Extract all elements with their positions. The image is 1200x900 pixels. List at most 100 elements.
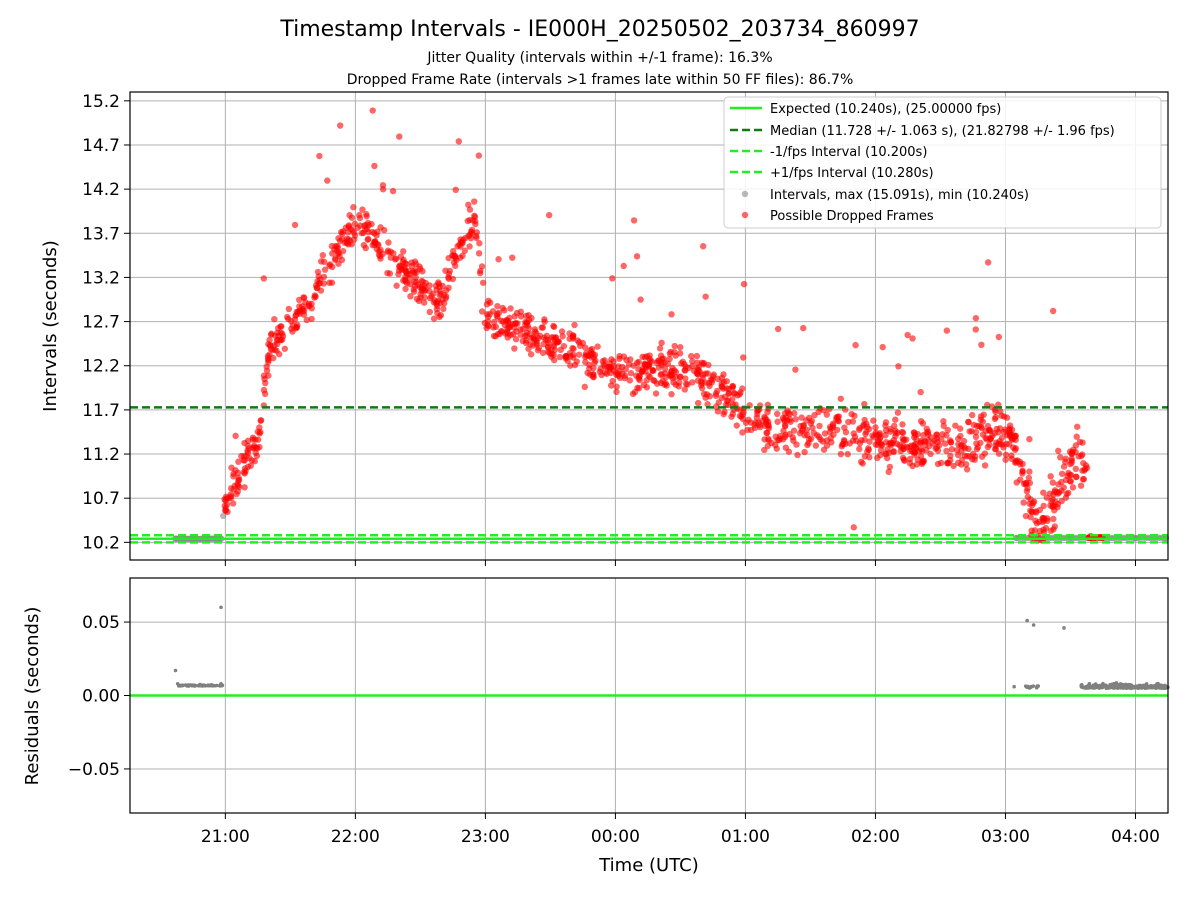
dropped-frame-point [466,206,474,213]
dropped-frame-point [863,428,870,436]
dropped-frame-point [430,315,438,322]
dropped-frame-point [271,315,278,323]
dropped-frame-point [490,332,498,340]
dropped-frame-point [481,319,489,327]
x-tick-label: 02:00 [851,827,900,847]
dropped-frame-point [1065,489,1072,497]
dropped-frame-point [490,324,497,331]
top-plot-frame [129,91,1169,561]
dropped-frame-point [969,450,977,458]
dropped-frame-point [391,256,399,263]
dropped-frame-point [314,268,322,276]
x-tick-label: 22:00 [331,827,380,847]
dropped-frame-point [467,234,475,242]
residual-point [1062,626,1066,630]
dropped-frame-point [235,458,242,465]
dropped-frame-point [1044,517,1051,524]
residual-point [175,681,180,686]
residual-point [219,681,223,686]
residual-point [1079,683,1084,688]
bottom-y-axis-label: Residuals (seconds) [22,607,43,786]
dropped-frame-point [917,440,924,447]
dropped-frame-point [712,390,720,397]
dropped-frame-point [379,182,387,189]
dropped-frame-point [451,253,459,260]
dropped-frame-point [849,437,857,444]
dropped-frame-point [900,456,908,463]
dropped-frame-point [720,410,727,418]
dropped-frame-point [545,211,553,219]
dropped-frame-point [968,411,976,419]
legend: Expected (10.240s), (25.00000 fps) Media… [723,96,1162,229]
dropped-frame-point [751,424,759,432]
dropped-frame-point [661,365,669,372]
dropped-frame-point [473,234,480,242]
top-y-axis-label: Intervals (seconds) [40,240,61,412]
dropped-frame-point [571,361,579,369]
residual-point [1108,682,1112,687]
top-y-tick-label: 12.7 [82,313,120,333]
dropped-frame-point [910,448,918,456]
dropped-frame-point [230,470,237,477]
dropped-frame-point [252,449,259,457]
dropped-frame-point [1026,468,1033,475]
dropped-frame-point [918,459,926,466]
dropped-frame-point [284,313,291,321]
dropped-frame-point [992,445,1000,453]
dropped-frame-point [385,239,392,246]
dropped-frame-point [944,426,951,434]
dropped-frame-point [420,299,428,306]
dropped-frame-point [704,370,711,377]
residual-point [1031,623,1036,627]
dropped-frame-point [466,243,473,250]
residual-point [1088,685,1093,690]
dropped-frame-point [781,433,789,441]
residual-point [1100,685,1105,690]
residual-point [191,683,195,688]
residual-point [1159,686,1164,690]
residual-point [1029,684,1034,689]
dropped-frame-point [439,282,446,290]
dropped-frame-point [608,356,615,363]
dropped-frame-point [654,357,662,364]
dropped-frame-point [1040,502,1047,510]
dropped-frame-point [426,282,433,289]
dropped-frame-point [293,323,300,331]
dropped-frame-point [522,318,529,326]
dropped-frame-point [877,452,884,459]
dropped-frame-point [633,253,641,260]
dropped-frame-point [988,403,996,410]
dropped-frame-point [371,162,378,170]
dropped-frame-point [1073,433,1080,440]
dropped-frame-point [454,243,461,250]
dropped-frame-point [812,442,820,449]
residual-point [1137,686,1141,690]
residual-point [1126,684,1130,689]
dropped-frame-point [1011,432,1019,439]
dropped-frame-point [826,428,834,436]
dropped-frame-point [609,275,616,282]
dropped-frame-point [886,463,894,471]
dropped-frame-point [699,243,707,250]
dropped-frame-point [1032,517,1039,524]
legend-label-median: Median (11.728 +/- 1.063 s), (21.82798 +… [770,124,1115,139]
dropped-frame-point [338,236,346,243]
dropped-frame-point [455,138,462,145]
dropped-frame-point [527,351,535,358]
dropped-frame-point [897,447,904,455]
dropped-frame-point [360,241,368,249]
dropped-frame-point [303,316,311,324]
dropped-frame-point [525,312,532,319]
dropped-frame-point [922,441,929,449]
x-tick-label: 01:00 [721,827,770,847]
dropped-frame-point [787,418,794,425]
dropped-frame-point [472,220,479,228]
dropped-frame-point [420,285,427,293]
residual-point [193,683,198,688]
dropped-frame-point [848,410,855,418]
dropped-frame-point [479,279,487,286]
dropped-frame-point [552,334,559,341]
dropped-frame-point [1006,425,1013,432]
top-y-tick-label: 13.2 [82,268,120,288]
dropped-frame-point [354,224,361,231]
